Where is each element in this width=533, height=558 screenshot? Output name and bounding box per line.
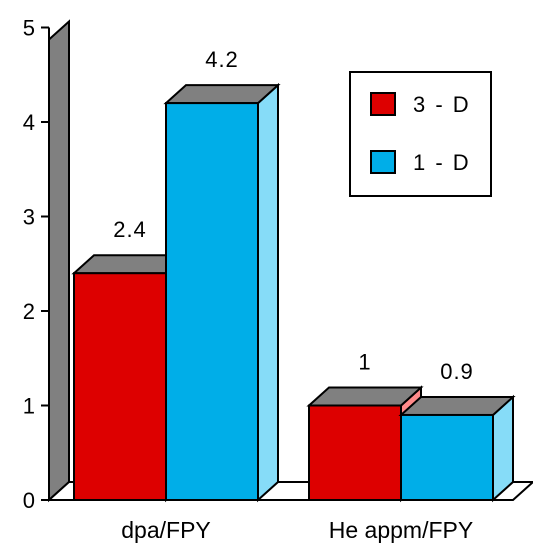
bars-group xyxy=(71,82,516,503)
y-tick-label: 0 xyxy=(23,488,35,513)
chart-back-wall-group xyxy=(48,19,70,503)
y-tick-label: 4 xyxy=(23,110,35,135)
y-tick-label: 2 xyxy=(23,299,35,324)
bar-front xyxy=(400,413,494,502)
bar-front xyxy=(308,404,402,501)
bar xyxy=(398,394,516,503)
bar-value-label: 2.4 xyxy=(113,217,147,242)
bar-top xyxy=(398,395,516,416)
x-category-label: dpa/FPY xyxy=(121,517,211,543)
y-tick-label: 5 xyxy=(23,16,35,41)
bar xyxy=(163,82,281,503)
bar-value-label: 1 xyxy=(358,350,371,375)
x-axis-labels: dpa/FPY He appm/FPY xyxy=(121,517,473,543)
legend-label: 1 - D xyxy=(413,150,471,175)
x-category-label: He appm/FPY xyxy=(329,517,473,543)
bar-top xyxy=(163,84,281,105)
bar-front xyxy=(165,102,259,501)
bar-top xyxy=(306,386,424,407)
bar-side xyxy=(257,82,279,503)
bar-value-label: 4.2 xyxy=(205,47,239,72)
y-tick-label: 1 xyxy=(23,394,35,419)
legend-swatch xyxy=(370,150,396,174)
legend-swatch xyxy=(370,92,396,116)
data-labels-group: 2.4 4.2 1 0.9 xyxy=(113,47,474,384)
legend-box xyxy=(349,71,492,197)
y-tick-label: 3 xyxy=(23,205,35,230)
legend-label: 3 - D xyxy=(413,92,471,117)
chart-side-wall xyxy=(48,19,70,503)
bar-value-label: 0.9 xyxy=(440,359,474,384)
bar-front xyxy=(73,272,167,502)
legend: 3 - D 1 - D xyxy=(349,71,492,197)
y-axis: 0 1 2 3 4 5 xyxy=(23,16,50,513)
